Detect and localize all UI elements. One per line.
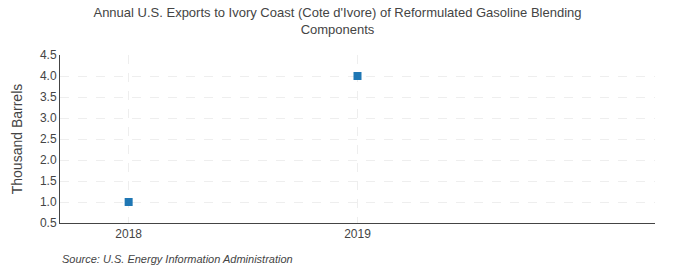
svg-text:Thousand Barrels: Thousand Barrels — [9, 84, 25, 195]
svg-text:4.5: 4.5 — [40, 48, 57, 62]
svg-text:3.0: 3.0 — [40, 111, 57, 125]
svg-text:3.5: 3.5 — [40, 90, 57, 104]
svg-text:0.5: 0.5 — [40, 216, 57, 230]
svg-text:1.0: 1.0 — [40, 195, 57, 209]
svg-text:4.0: 4.0 — [40, 69, 57, 83]
svg-text:Annual U.S. Exports to Ivory C: Annual U.S. Exports to Ivory Coast (Cote… — [93, 5, 581, 37]
svg-text:2019: 2019 — [344, 227, 371, 241]
svg-text:Source: U.S. Energy Informatio: Source: U.S. Energy Information Administ… — [62, 253, 293, 265]
svg-text:1.5: 1.5 — [40, 174, 57, 188]
svg-text:2018: 2018 — [115, 227, 142, 241]
svg-text:2.5: 2.5 — [40, 132, 57, 146]
svg-text:2.0: 2.0 — [40, 153, 57, 167]
